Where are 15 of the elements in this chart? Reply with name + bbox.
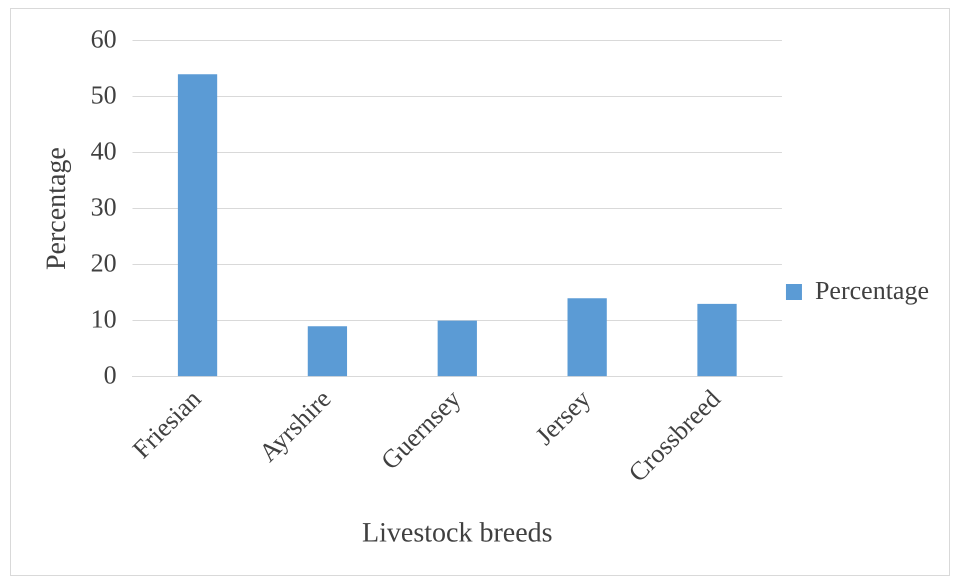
bar — [568, 298, 607, 376]
x-axis-title: Livestock breeds — [362, 518, 553, 549]
y-tick-label: 40 — [90, 136, 117, 166]
y-tick-label: 20 — [90, 248, 117, 278]
legend-label: Percentage — [814, 276, 930, 305]
bar — [438, 320, 477, 376]
y-tick-label: 10 — [90, 304, 117, 334]
y-tick-label: 30 — [90, 192, 117, 222]
y-axis-title: Percentage — [41, 147, 72, 270]
bar — [697, 304, 737, 376]
y-tick-label: 60 — [90, 24, 117, 54]
bar — [178, 74, 218, 376]
y-tick-label: 0 — [104, 360, 117, 390]
y-tick-label: 50 — [90, 80, 117, 110]
bar — [308, 326, 348, 376]
